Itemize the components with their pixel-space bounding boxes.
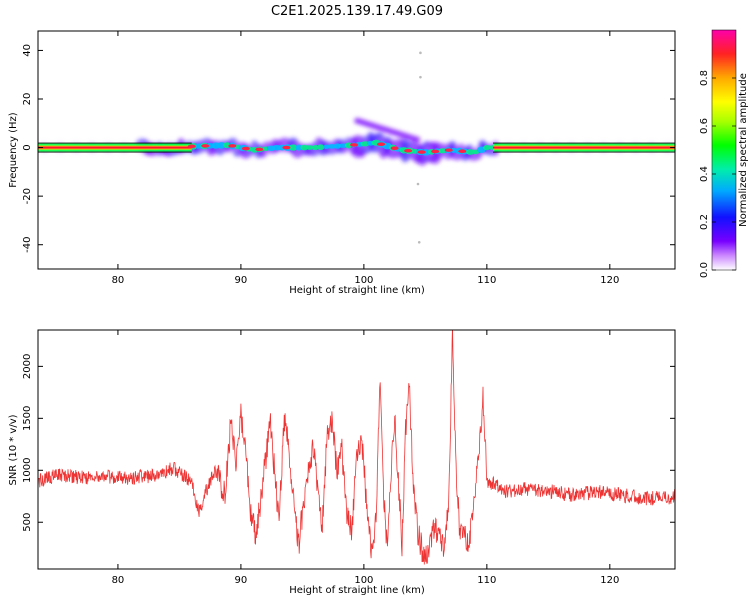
spectrogram-noise-dot <box>419 51 422 55</box>
spectrogram-x-axis-label: Height of straight line (km) <box>289 285 425 296</box>
spectrogram-peak-mark <box>350 143 359 147</box>
snr-x-tick-label: 110 <box>477 575 496 586</box>
snr-x-tick-label: 100 <box>354 575 373 586</box>
snr-x-tick-label: 90 <box>235 575 248 586</box>
spectrogram-peak-mark <box>201 144 210 148</box>
spectrogram-peak-mark <box>444 148 453 152</box>
spectrogram-core-mark <box>483 144 491 151</box>
spectrogram-core-mark <box>317 144 325 151</box>
spectrogram-x-tick-label: 90 <box>235 275 248 286</box>
spectrogram-peak-mark <box>390 146 399 150</box>
spectrogram-noise-dot <box>419 75 422 79</box>
colorbar-tick-label: 0.0 <box>699 262 710 278</box>
spectrogram-core-mark <box>295 144 302 151</box>
spectrogram-core-mark <box>345 142 352 149</box>
spectrogram-core-mark <box>438 148 447 154</box>
snr-panel: 80 90 100 110 120 500 1000 1500 2000 Height of … <box>8 329 676 596</box>
spectrogram-core-mark <box>312 144 319 151</box>
spectrogram-core-mark <box>305 145 314 150</box>
spectrogram-peak-mark <box>417 150 426 154</box>
spectrogram-panel: 80 90 100 110 120 -40 -20 0 20 40 Height of stra… <box>8 30 676 296</box>
spectrogram-peak-mark <box>187 144 196 149</box>
spectrogram-peak-mark <box>377 142 386 146</box>
colorbar-tick-label: 0.6 <box>699 118 710 134</box>
snr-y-ticks: 500 1000 1500 2000 <box>22 354 675 532</box>
snr-y-tick-label: 2000 <box>22 354 33 379</box>
spectrogram-x-ticks: 80 90 100 110 120 <box>112 31 619 286</box>
spectrogram-noise-dot <box>416 182 420 186</box>
spectrogram-marks <box>38 51 675 244</box>
spectrogram-core-mark <box>300 144 309 151</box>
spectrogram-peak-mark <box>458 149 467 154</box>
spectrogram-core-mark <box>216 142 226 149</box>
colorbar-tick-label: 0.4 <box>699 166 710 182</box>
colorbar-label: Normalized spectral amplitude <box>738 73 749 227</box>
spectrogram-frame <box>37 30 676 270</box>
snr-series-line <box>38 330 675 565</box>
spectrogram-x-tick-label: 110 <box>477 275 496 286</box>
spectrogram-core-mark <box>465 149 475 155</box>
snr-x-ticks: 80 90 100 110 120 <box>112 330 619 586</box>
colorbar-tick-label: 0.8 <box>699 70 710 86</box>
spectrogram-y-tick-label: 0 <box>22 144 33 150</box>
snr-y-tick-label: 500 <box>22 513 33 532</box>
spectrogram-excursion-mark <box>413 136 421 143</box>
spectrogram-peak-mark <box>255 147 264 152</box>
snr-plot-area <box>38 330 675 569</box>
snr-x-tick-label: 120 <box>600 575 619 586</box>
snr-frame <box>37 329 676 570</box>
spectrogram-x-tick-label: 120 <box>600 275 619 286</box>
colorbar-gradient <box>711 29 737 271</box>
spectrogram-y-tick-label: -40 <box>22 237 33 253</box>
spectrogram-x-tick-label: 100 <box>354 275 373 286</box>
spectrogram-y-ticks: -40 -20 0 20 40 <box>22 44 675 253</box>
colorbar-ticks: 0.0 0.2 0.4 0.6 0.8 <box>699 70 736 278</box>
spectrogram-peak-mark <box>431 149 440 154</box>
colorbar-tick-label: 0.2 <box>699 214 710 230</box>
figure-title: C2E1.2025.139.17.49.G09 <box>271 4 443 19</box>
snr-x-axis-label: Height of straight line (km) <box>289 585 425 596</box>
spectrogram-peak-mark <box>404 148 413 153</box>
spectrogram-y-tick-label: 40 <box>22 44 33 57</box>
spectrogram-core-mark <box>288 144 298 151</box>
spectrogram-y-tick-label: 20 <box>22 93 33 106</box>
spectrogram-peak-mark <box>241 146 250 151</box>
spectrogram-x-tick-label: 80 <box>112 275 125 286</box>
spectrogram-noise-dot <box>417 240 421 244</box>
spectrogram-y-axis-label: Frequency (Hz) <box>8 112 19 188</box>
colorbar: 0.0 0.2 0.4 0.6 0.8 Normalized spectral ampl… <box>699 29 749 278</box>
spectrogram-y-tick-label: -20 <box>22 188 33 204</box>
snr-y-tick-label: 1000 <box>22 458 33 483</box>
spectrogram-peak-mark <box>228 144 237 148</box>
snr-x-tick-label: 80 <box>112 575 125 586</box>
spectrogram-core-mark <box>223 142 231 149</box>
snr-y-axis-label: SNR (10 * v/v) <box>8 414 19 485</box>
snr-y-tick-label: 1500 <box>22 406 33 431</box>
spectrogram-peak-mark <box>282 145 291 150</box>
